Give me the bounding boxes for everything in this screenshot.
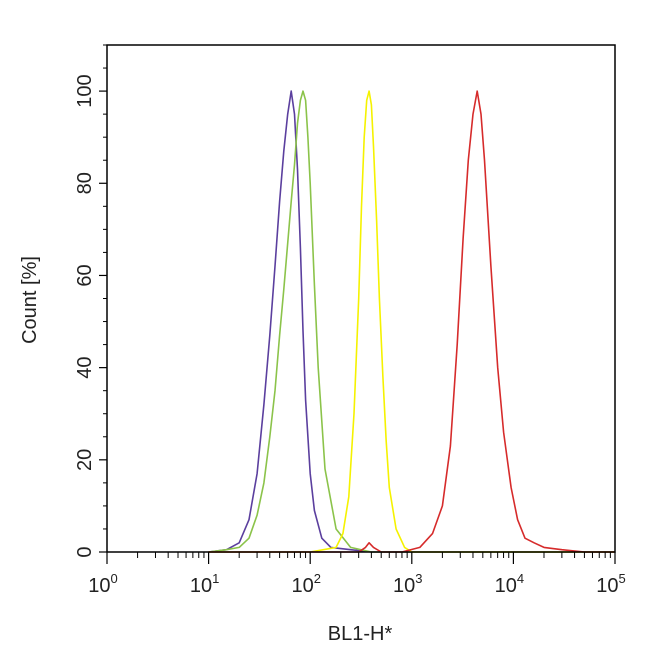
series-line-1: [208, 90, 615, 553]
series-group: [208, 90, 615, 553]
axes-group: [106, 44, 616, 553]
x-tick-label: 104: [495, 571, 524, 597]
y-axis-title: Count [%]: [19, 256, 41, 344]
x-tick-label: 102: [291, 571, 320, 597]
series-line-4: [208, 90, 615, 553]
plot-frame: [106, 44, 616, 553]
y-tick-label: 100: [74, 74, 96, 107]
y-tick-label: 40: [74, 357, 96, 379]
y-tick-label: 0: [74, 546, 96, 557]
x-tick-label: 100: [88, 571, 117, 597]
y-tick-label: 60: [74, 264, 96, 286]
y-tick-label: 80: [74, 172, 96, 194]
series-line-2: [208, 90, 615, 553]
series-line-3: [208, 90, 615, 553]
x-axis-title: BL1-H*: [328, 623, 393, 645]
y-tick-label: 20: [74, 449, 96, 471]
x-axis-ticks: 100 101 102 103 104 105: [88, 552, 626, 597]
x-tick-label: 103: [393, 571, 422, 597]
x-tick-label: 101: [190, 571, 219, 597]
x-tick-label: 105: [596, 571, 625, 597]
y-axis-ticks: 0 20 40 60 80 100: [74, 44, 107, 558]
